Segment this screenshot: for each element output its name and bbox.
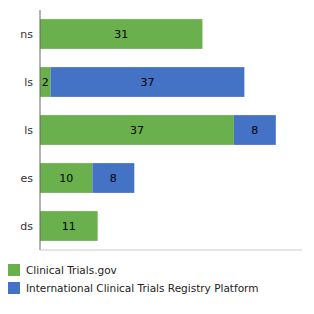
bar xyxy=(40,115,234,145)
y-tick-label: ls xyxy=(24,76,33,89)
data-label: 37 xyxy=(140,76,154,89)
data-labels: 31 2 37 37 8 10 8 11 xyxy=(42,28,259,233)
legend-label: International Clinical Trials Registry P… xyxy=(26,282,258,294)
bar xyxy=(50,67,244,97)
y-tick-label: es xyxy=(21,172,34,185)
data-label: 2 xyxy=(42,76,49,89)
data-label: 11 xyxy=(62,220,76,233)
data-label: 37 xyxy=(130,124,144,137)
bar xyxy=(92,163,134,193)
bar xyxy=(40,19,202,49)
axes: ns ls ls es ds xyxy=(20,10,302,250)
data-label: 8 xyxy=(251,124,258,137)
bar xyxy=(234,115,276,145)
legend: Clinical Trials.gov International Clinica… xyxy=(8,264,258,294)
legend-label: Clinical Trials.gov xyxy=(26,264,117,276)
y-tick-label: ls xyxy=(24,124,33,137)
legend-swatch xyxy=(8,282,20,294)
legend-swatch xyxy=(8,264,20,276)
bar xyxy=(40,67,50,97)
y-tick-label: ds xyxy=(20,220,33,233)
data-label: 10 xyxy=(59,172,73,185)
bars xyxy=(40,19,276,241)
data-label: 8 xyxy=(110,172,117,185)
y-axis-line xyxy=(40,10,41,250)
bar xyxy=(40,211,98,241)
data-label: 31 xyxy=(114,28,128,41)
chart: 31 2 37 37 8 10 8 11 ns ls ls es ds Clinical Trials.g… xyxy=(0,0,314,314)
x-axis-line xyxy=(40,250,302,251)
bar xyxy=(40,163,92,193)
y-tick-label: ns xyxy=(20,28,33,41)
bar xyxy=(202,19,203,49)
bar xyxy=(97,211,98,241)
